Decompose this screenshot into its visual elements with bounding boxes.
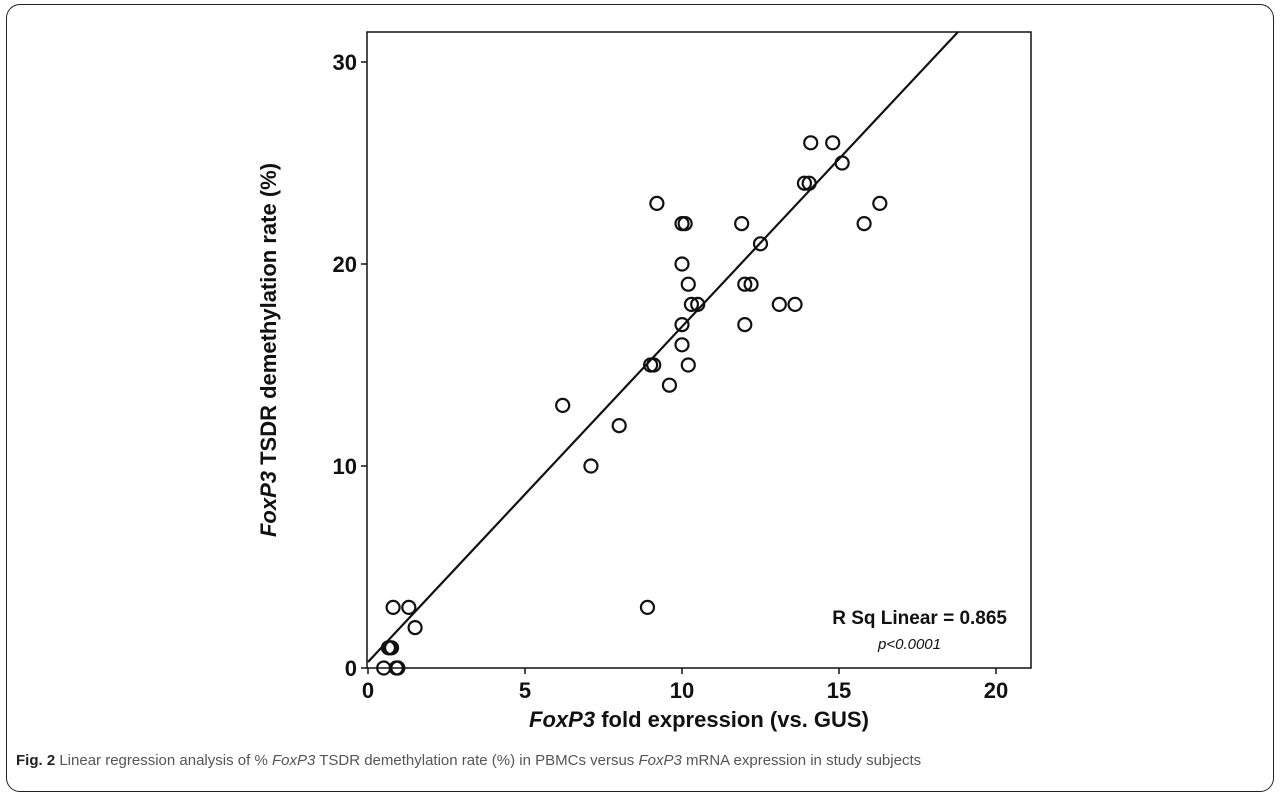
caption-label: Fig. 2 — [16, 752, 56, 769]
data-point — [390, 660, 406, 676]
data-point — [737, 317, 753, 333]
figure-caption: Fig. 2 Linear regression analysis of % F… — [16, 752, 922, 769]
data-point — [611, 418, 627, 434]
data-point — [743, 276, 759, 292]
data-point — [583, 458, 599, 474]
r-squared-annotation: R Sq Linear = 0.865 — [832, 608, 1007, 629]
y-axis-title: FoxP3 TSDR demethylation rate (%) — [256, 163, 281, 537]
data-point — [752, 236, 769, 252]
x-tick-label: 20 — [984, 678, 1008, 703]
y-tick-label: 30 — [333, 50, 357, 75]
p-value-annotation: p<0.0001 — [877, 636, 941, 653]
data-point — [674, 317, 690, 333]
regression-line-group — [367, 30, 959, 663]
x-tick-label: 5 — [519, 678, 531, 703]
data-point — [555, 397, 571, 413]
regression-line — [367, 30, 959, 663]
x-tick-label: 15 — [827, 678, 851, 703]
y-tick-label: 10 — [333, 454, 357, 479]
data-point — [674, 256, 690, 272]
data-point — [734, 216, 750, 232]
data-point — [385, 599, 401, 616]
data-point — [825, 135, 841, 151]
data-point — [803, 135, 819, 151]
data-point — [737, 276, 753, 292]
data-point — [649, 195, 665, 211]
y-tick-label: 20 — [333, 252, 357, 277]
data-point — [834, 155, 850, 171]
data-point — [680, 357, 696, 373]
data-point — [801, 175, 817, 191]
data-point — [401, 599, 417, 616]
y-tick-label: 0 — [345, 656, 357, 681]
data-point — [771, 296, 787, 312]
data-point — [683, 296, 700, 312]
data-point — [856, 216, 872, 232]
x-tick-label: 10 — [670, 678, 694, 703]
data-points — [376, 135, 888, 676]
data-point — [872, 195, 888, 211]
plot-area — [366, 31, 1032, 669]
axis-ticks: 0 5 10 15 20 0 10 20 30 — [333, 50, 1009, 703]
data-point — [787, 296, 803, 312]
figure-frame — [6, 4, 1274, 792]
data-point — [382, 640, 398, 656]
data-point — [639, 599, 656, 616]
data-point — [677, 216, 693, 232]
data-point — [646, 357, 662, 373]
data-point — [680, 276, 696, 292]
x-tick-label: 0 — [362, 678, 374, 703]
data-point — [690, 296, 706, 312]
data-point — [407, 619, 423, 636]
x-axis-title: FoxP3 fold expression (vs. GUS) — [529, 707, 869, 732]
data-point — [796, 175, 813, 191]
data-point — [661, 377, 678, 393]
data-point — [674, 337, 690, 353]
